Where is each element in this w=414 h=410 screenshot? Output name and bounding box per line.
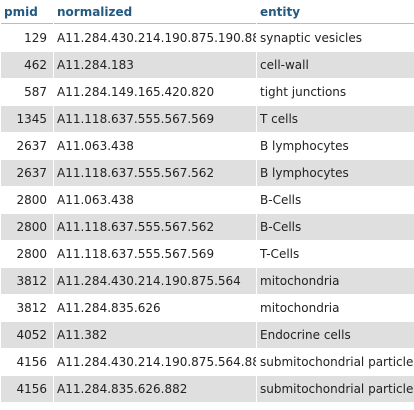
cell-normalized: A11.063.438 <box>54 187 256 213</box>
cell-pmid: 3812 <box>1 268 53 294</box>
table-row[interactable]: 4156 A11.284.835.626.882 submitochondria… <box>1 376 414 402</box>
table-row[interactable]: 3812 A11.284.430.214.190.875.564 mitocho… <box>1 268 414 294</box>
cell-entity: tight junctions <box>257 79 414 105</box>
table-row[interactable]: 462 A11.284.183 cell-wall <box>1 52 414 78</box>
cell-entity: mitochondria <box>257 295 414 321</box>
cell-entity: B lymphocytes <box>257 133 414 159</box>
cell-entity: submitochondrial particles <box>257 349 414 375</box>
cell-pmid: 1345 <box>1 106 53 132</box>
cell-entity: Endocrine cells <box>257 322 414 348</box>
table-row[interactable]: 2800 A11.063.438 B-Cells <box>1 187 414 213</box>
cell-pmid: 462 <box>1 52 53 78</box>
cell-entity: B-Cells <box>257 214 414 240</box>
cell-pmid: 2637 <box>1 160 53 186</box>
cell-normalized: A11.284.149.165.420.820 <box>54 79 256 105</box>
cell-pmid: 3812 <box>1 295 53 321</box>
cell-normalized: A11.284.835.626.882 <box>54 376 256 402</box>
cell-normalized: A11.118.637.555.567.569 <box>54 106 256 132</box>
table-body: 129 A11.284.430.214.190.875.190.88 synap… <box>1 25 414 402</box>
cell-pmid: 2800 <box>1 241 53 267</box>
cell-entity: submitochondrial particles <box>257 376 414 402</box>
cell-normalized: A11.118.637.555.567.562 <box>54 160 256 186</box>
cell-pmid: 2800 <box>1 187 53 213</box>
table-row[interactable]: 2800 A11.118.637.555.567.562 B-Cells <box>1 214 414 240</box>
cell-entity: B-Cells <box>257 187 414 213</box>
cell-entity: mitochondria <box>257 268 414 294</box>
cell-normalized: A11.284.835.626 <box>54 295 256 321</box>
cell-entity: T-Cells <box>257 241 414 267</box>
cell-pmid: 2637 <box>1 133 53 159</box>
table-row[interactable]: 2800 A11.118.637.555.567.569 T-Cells <box>1 241 414 267</box>
cell-entity: cell-wall <box>257 52 414 78</box>
table-header: pmid normalized entity <box>1 1 414 24</box>
table-row[interactable]: 1345 A11.118.637.555.567.569 T cells <box>1 106 414 132</box>
cell-normalized: A11.118.637.555.567.569 <box>54 241 256 267</box>
cell-pmid: 587 <box>1 79 53 105</box>
cell-entity: B lymphocytes <box>257 160 414 186</box>
cell-normalized: A11.118.637.555.567.562 <box>54 214 256 240</box>
cell-normalized: A11.284.430.214.190.875.190.88 <box>54 25 256 51</box>
table-row[interactable]: 587 A11.284.149.165.420.820 tight juncti… <box>1 79 414 105</box>
column-header-pmid[interactable]: pmid <box>1 1 53 24</box>
cell-pmid: 4156 <box>1 349 53 375</box>
header-row: pmid normalized entity <box>1 1 414 24</box>
table-row[interactable]: 2637 A11.118.637.555.567.562 B lymphocyt… <box>1 160 414 186</box>
table-row[interactable]: 129 A11.284.430.214.190.875.190.88 synap… <box>1 25 414 51</box>
table-row[interactable]: 2637 A11.063.438 B lymphocytes <box>1 133 414 159</box>
cell-pmid: 129 <box>1 25 53 51</box>
cell-entity: T cells <box>257 106 414 132</box>
cell-entity: synaptic vesicles <box>257 25 414 51</box>
table-row[interactable]: 4156 A11.284.430.214.190.875.564.88 subm… <box>1 349 414 375</box>
cell-pmid: 4052 <box>1 322 53 348</box>
table-row[interactable]: 3812 A11.284.835.626 mitochondria <box>1 295 414 321</box>
cell-normalized: A11.063.438 <box>54 133 256 159</box>
cell-normalized: A11.284.430.214.190.875.564.88 <box>54 349 256 375</box>
cell-normalized: A11.284.183 <box>54 52 256 78</box>
column-header-normalized[interactable]: normalized <box>54 1 256 24</box>
table-row[interactable]: 4052 A11.382 Endocrine cells <box>1 322 414 348</box>
cell-normalized: A11.284.430.214.190.875.564 <box>54 268 256 294</box>
cell-normalized: A11.382 <box>54 322 256 348</box>
cell-pmid: 2800 <box>1 214 53 240</box>
cell-pmid: 4156 <box>1 376 53 402</box>
column-header-entity[interactable]: entity <box>257 1 414 24</box>
